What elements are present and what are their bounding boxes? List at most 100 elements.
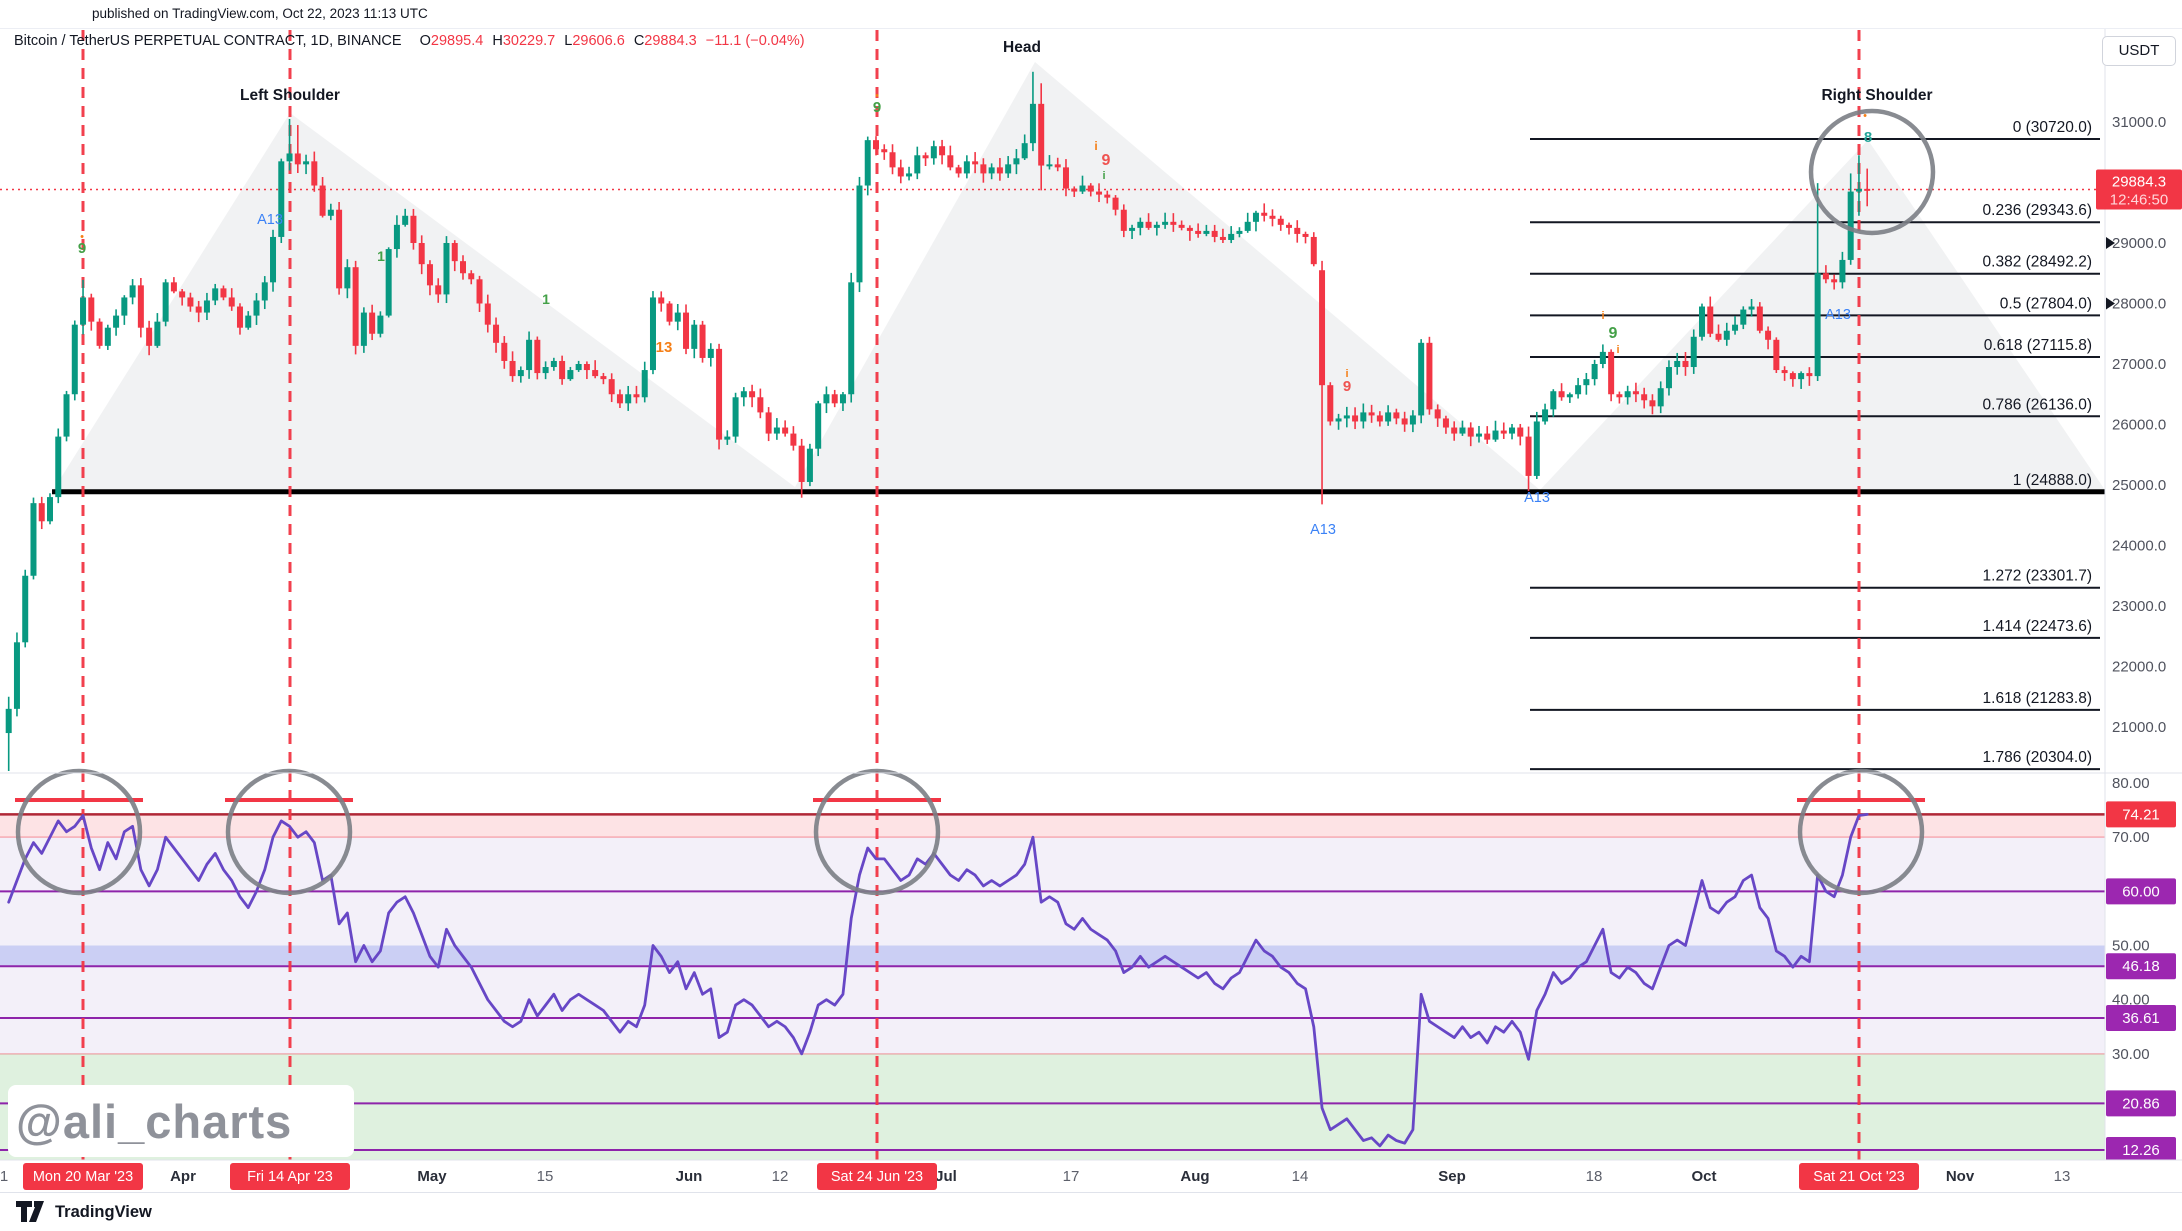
symbol-title[interactable]: Bitcoin / TetherUS PERPETUAL CONTRACT, 1…: [14, 33, 402, 49]
candle-body: [493, 324, 500, 343]
candle-body: [699, 324, 706, 358]
candle-body: [319, 185, 326, 216]
td-sequential-marker: 1: [542, 291, 550, 307]
candle-body: [1583, 379, 1590, 386]
candle-body: [939, 146, 946, 156]
td-sequential-marker: 9: [873, 99, 881, 116]
candle-body: [740, 391, 747, 398]
candle-body: [1426, 342, 1433, 410]
td-sequential-marker: 8: [1864, 129, 1872, 146]
fib-label-1.786: 1.786 (20304.0): [1983, 749, 2092, 766]
rsi-level-badge-text: 20.86: [2122, 1095, 2160, 1112]
candle-body: [1294, 227, 1301, 234]
a13-label: A13: [1524, 490, 1550, 506]
candle-body: [1475, 433, 1482, 437]
candle-body: [344, 267, 351, 289]
candle-body: [633, 394, 640, 398]
price-highlight-circle: [1808, 108, 1936, 236]
candle-body: [30, 503, 37, 576]
candle-body: [1129, 227, 1136, 231]
attribution-bar: TradingView: [0, 1192, 2182, 1231]
a13-label: A13: [257, 212, 283, 228]
candle-body: [80, 297, 87, 325]
candle-body: [278, 161, 285, 237]
time-tick-day[interactable]: 14: [1292, 1168, 1309, 1185]
rsi-level-badge-text: 60.00: [2122, 883, 2160, 900]
candle-body: [13, 642, 20, 709]
time-tick-month[interactable]: Jul: [935, 1168, 957, 1185]
candle-body: [1360, 412, 1367, 422]
time-tick-day[interactable]: 17: [1063, 1168, 1080, 1185]
event-date-badge[interactable]: [23, 1163, 143, 1190]
candle-body: [1087, 185, 1094, 192]
candle-body: [666, 303, 673, 322]
candle-body: [286, 153, 293, 162]
candle-body: [996, 167, 1003, 174]
time-tick-month[interactable]: Jun: [676, 1168, 703, 1185]
candle-body: [1352, 415, 1359, 422]
candle-body: [1236, 230, 1243, 234]
rsi-highlight-circle: [225, 768, 353, 896]
candle-body: [1500, 430, 1507, 434]
candle-body: [336, 209, 343, 289]
candle-body: [435, 285, 442, 295]
candle-body: [914, 155, 921, 174]
candlesticks[interactable]: [5, 71, 1871, 771]
time-tick-day[interactable]: 12: [772, 1168, 789, 1185]
event-date-badge[interactable]: [817, 1163, 937, 1190]
time-tick-month[interactable]: Sep: [1438, 1168, 1466, 1185]
rsi-axis-tick: 30.00: [2112, 1046, 2150, 1063]
candle-body: [1186, 227, 1193, 231]
time-tick-day[interactable]: 15: [537, 1168, 554, 1185]
td-sequential-marker: i: [1616, 344, 1619, 356]
candle-body: [1062, 167, 1069, 189]
time-tick-day[interactable]: 13: [2054, 1168, 2071, 1185]
candle-body: [1756, 306, 1763, 331]
price-marker-arrow[interactable]: [2106, 237, 2115, 249]
candle-body: [71, 324, 78, 395]
tradingview-logo-icon[interactable]: [14, 1199, 48, 1225]
candle-body: [1451, 427, 1458, 434]
candle-body: [1005, 164, 1012, 174]
candle-body: [1459, 427, 1466, 434]
candle-body: [1211, 230, 1218, 237]
candle-body: [674, 312, 681, 322]
candle-body: [1393, 412, 1400, 419]
candle-body: [559, 360, 566, 380]
event-date-badge[interactable]: [1799, 1163, 1919, 1190]
candle-body: [377, 315, 384, 334]
attribution-text[interactable]: TradingView: [55, 1202, 152, 1221]
candle-body: [352, 267, 359, 346]
candle-body: [1665, 367, 1672, 389]
candle-body: [1773, 339, 1780, 371]
candle-body: [1855, 188, 1862, 192]
time-tick-month[interactable]: Nov: [1946, 1168, 1975, 1185]
candle-body: [1071, 188, 1078, 192]
price-marker-arrow[interactable]: [2106, 297, 2115, 310]
candle-body: [1707, 306, 1714, 334]
td-sequential-marker: 9: [1343, 378, 1351, 395]
candle-body: [1542, 409, 1549, 422]
event-date-badge[interactable]: [230, 1163, 350, 1190]
candle-body: [426, 264, 433, 286]
candle-body: [1847, 191, 1854, 260]
candle-body: [1079, 185, 1086, 192]
candle-body: [1319, 270, 1326, 386]
candle-body: [1054, 164, 1061, 168]
candle-body: [1376, 415, 1383, 422]
time-tick-month[interactable]: May: [417, 1168, 447, 1185]
time-tick-month[interactable]: Oct: [1691, 1168, 1716, 1185]
candle-body: [1104, 194, 1111, 198]
candle-body: [212, 288, 219, 301]
time-tick-month[interactable]: Apr: [170, 1168, 196, 1185]
candle-body: [1112, 197, 1119, 210]
candle-body: [831, 394, 838, 404]
time-tick-month[interactable]: Aug: [1180, 1168, 1209, 1185]
candle-body: [1038, 103, 1045, 166]
time-tick-day[interactable]: 18: [1586, 1168, 1603, 1185]
candle-body: [360, 312, 367, 346]
candle-body: [881, 149, 888, 153]
currency-toggle-button[interactable]: USDT: [2102, 36, 2176, 66]
candle-body: [592, 370, 599, 377]
